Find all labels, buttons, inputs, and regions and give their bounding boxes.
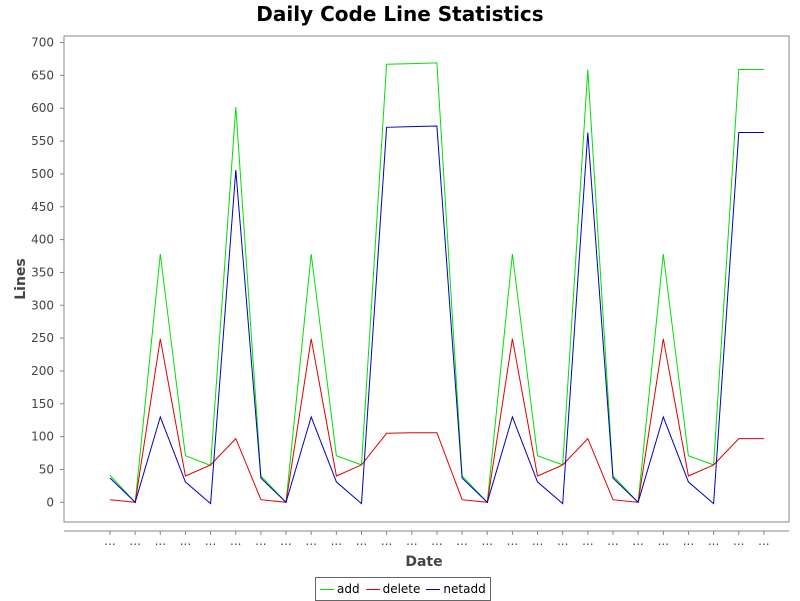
legend-swatch-add [320, 588, 334, 590]
legend-item-add: add [320, 582, 360, 596]
y-tick-label: 700 [31, 36, 54, 50]
x-tick-label: ... [758, 534, 769, 548]
x-tick-label: ... [205, 534, 216, 548]
legend-item-netadd: netadd [426, 582, 486, 596]
plot-area [63, 35, 790, 523]
y-axis-label: Lines [13, 258, 29, 300]
x-tick-label: ... [658, 534, 669, 548]
x-tick-label: ... [331, 534, 342, 548]
legend-label-add: add [337, 582, 360, 596]
legend-label-delete: delete [382, 582, 421, 596]
series-line-delete [109, 338, 764, 503]
y-tick-label: 400 [31, 233, 54, 247]
x-tick-label: ... [507, 534, 518, 548]
y-tick-label: 50 [39, 462, 54, 476]
y-tick-label: 350 [31, 265, 54, 279]
x-tick-label: ... [557, 534, 568, 548]
y-tick-label: 250 [31, 331, 54, 345]
y-tick-label: 550 [31, 134, 54, 148]
x-tick-label: ... [180, 534, 191, 548]
legend: add delete netadd [315, 577, 491, 601]
x-tick-label: ... [255, 534, 266, 548]
x-tick-label: ... [305, 534, 316, 548]
x-tick-label: ... [356, 534, 367, 548]
y-tick-label: 450 [31, 200, 54, 214]
x-tick-label: ... [607, 534, 618, 548]
x-tick-label: ... [632, 534, 643, 548]
y-tick-label: 100 [31, 430, 54, 444]
legend-swatch-delete [365, 588, 380, 590]
legend-swatch-netadd [426, 588, 441, 590]
x-tick-label: ... [104, 534, 115, 548]
y-tick-label: 650 [31, 68, 54, 82]
y-tick-label: 200 [31, 364, 54, 378]
series-line-netadd [109, 125, 764, 505]
x-tick-label: ... [582, 534, 593, 548]
x-tick-label: ... [733, 534, 744, 548]
x-tick-label: ... [381, 534, 392, 548]
x-axis: ........................................… [64, 530, 789, 548]
x-tick-label: ... [683, 534, 694, 548]
series-lines [109, 62, 764, 505]
x-tick-label: ... [431, 534, 442, 548]
x-tick-label: ... [155, 534, 166, 548]
x-axis-label: Date [405, 554, 442, 570]
legend-label-netadd: netadd [443, 582, 486, 596]
y-tick-label: 600 [31, 101, 54, 115]
series-line-add [109, 62, 764, 504]
y-tick-label: 0 [46, 495, 54, 509]
x-tick-label: ... [280, 534, 291, 548]
x-tick-label: ... [406, 534, 417, 548]
x-tick-label: ... [482, 534, 493, 548]
x-tick-label: ... [230, 534, 241, 548]
x-tick-label: ... [129, 534, 140, 548]
y-tick-label: 300 [31, 298, 54, 312]
x-tick-label: ... [532, 534, 543, 548]
y-tick-label: 150 [31, 397, 54, 411]
y-axis: 0 50 100 150 200 250 300 350 400 450 500 550 600 650 7… [31, 36, 64, 509]
x-tick-label: ... [456, 534, 467, 548]
legend-item-delete: delete [365, 582, 421, 596]
x-tick-label: ... [708, 534, 719, 548]
y-tick-label: 500 [31, 167, 54, 181]
chart-title: Daily Code Line Statistics [256, 2, 544, 26]
